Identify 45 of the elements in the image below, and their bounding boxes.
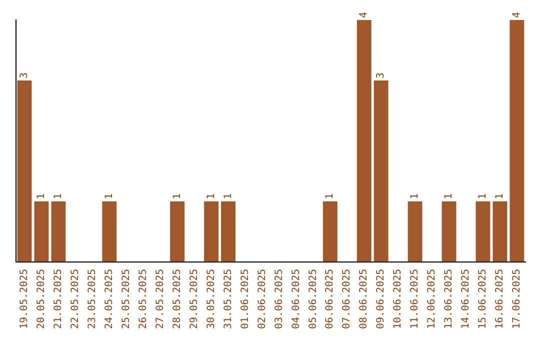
data-label: 4 (512, 12, 523, 18)
x-tick-label: 24.05.2025 (104, 268, 115, 330)
x-tick-label: 04.06.2025 (290, 268, 302, 330)
x-tick-label: 14.06.2025 (460, 268, 472, 330)
data-label: 1 (104, 193, 115, 200)
data-label: 1 (206, 193, 217, 200)
data-label: 1 (172, 193, 183, 200)
x-tick-label: 27.05.2025 (154, 268, 166, 330)
data-label: 1 (324, 193, 336, 200)
x-tick-label: 20.05.2025 (36, 268, 48, 330)
x-tick-label: 23.05.2025 (87, 268, 98, 330)
x-tick-label: 17.06.2025 (512, 268, 523, 330)
x-tick-label: 21.05.2025 (53, 268, 64, 330)
data-label: 3 (376, 72, 387, 78)
x-tick-label: 11.06.2025 (410, 268, 421, 330)
data-label: 1 (478, 193, 489, 200)
x-tick-label: 22.05.2025 (70, 268, 82, 330)
x-tick-label: 01.06.2025 (240, 268, 251, 330)
x-tick-label: 03.06.2025 (274, 268, 285, 330)
data-label: 1 (444, 193, 455, 200)
x-tick-label: 12.06.2025 (426, 268, 438, 330)
x-tick-label: 13.06.2025 (444, 268, 455, 330)
x-tick-label: 19.05.2025 (19, 268, 30, 330)
x-tick-label: 28.05.2025 (172, 268, 183, 330)
x-tick-label: 08.06.2025 (358, 268, 370, 330)
x-tick-label: 09.06.2025 (376, 268, 387, 330)
data-label: 1 (222, 193, 234, 200)
x-tick-label: 29.05.2025 (188, 268, 200, 330)
x-tick-label: 06.06.2025 (324, 268, 336, 330)
x-tick-label: 07.06.2025 (342, 268, 353, 330)
x-tick-label: 26.05.2025 (138, 268, 149, 330)
data-label: 1 (53, 193, 64, 200)
data-label: 1 (494, 193, 506, 200)
data-label: 3 (19, 72, 30, 78)
data-label: 1 (36, 193, 48, 200)
x-tick-label: 05.06.2025 (308, 268, 319, 330)
x-tick-label: 02.06.2025 (256, 268, 268, 330)
data-label: 4 (358, 12, 370, 18)
x-tick-label: 16.06.2025 (494, 268, 506, 330)
x-tick-label: 15.06.2025 (478, 268, 489, 330)
x-tick-label: 25.05.2025 (120, 268, 132, 330)
x-tick-label: 30.05.2025 (206, 268, 217, 330)
data-label: 1 (410, 193, 421, 200)
x-tick-label: 10.06.2025 (392, 268, 404, 330)
x-tick-label: 31.05.2025 (222, 268, 234, 330)
